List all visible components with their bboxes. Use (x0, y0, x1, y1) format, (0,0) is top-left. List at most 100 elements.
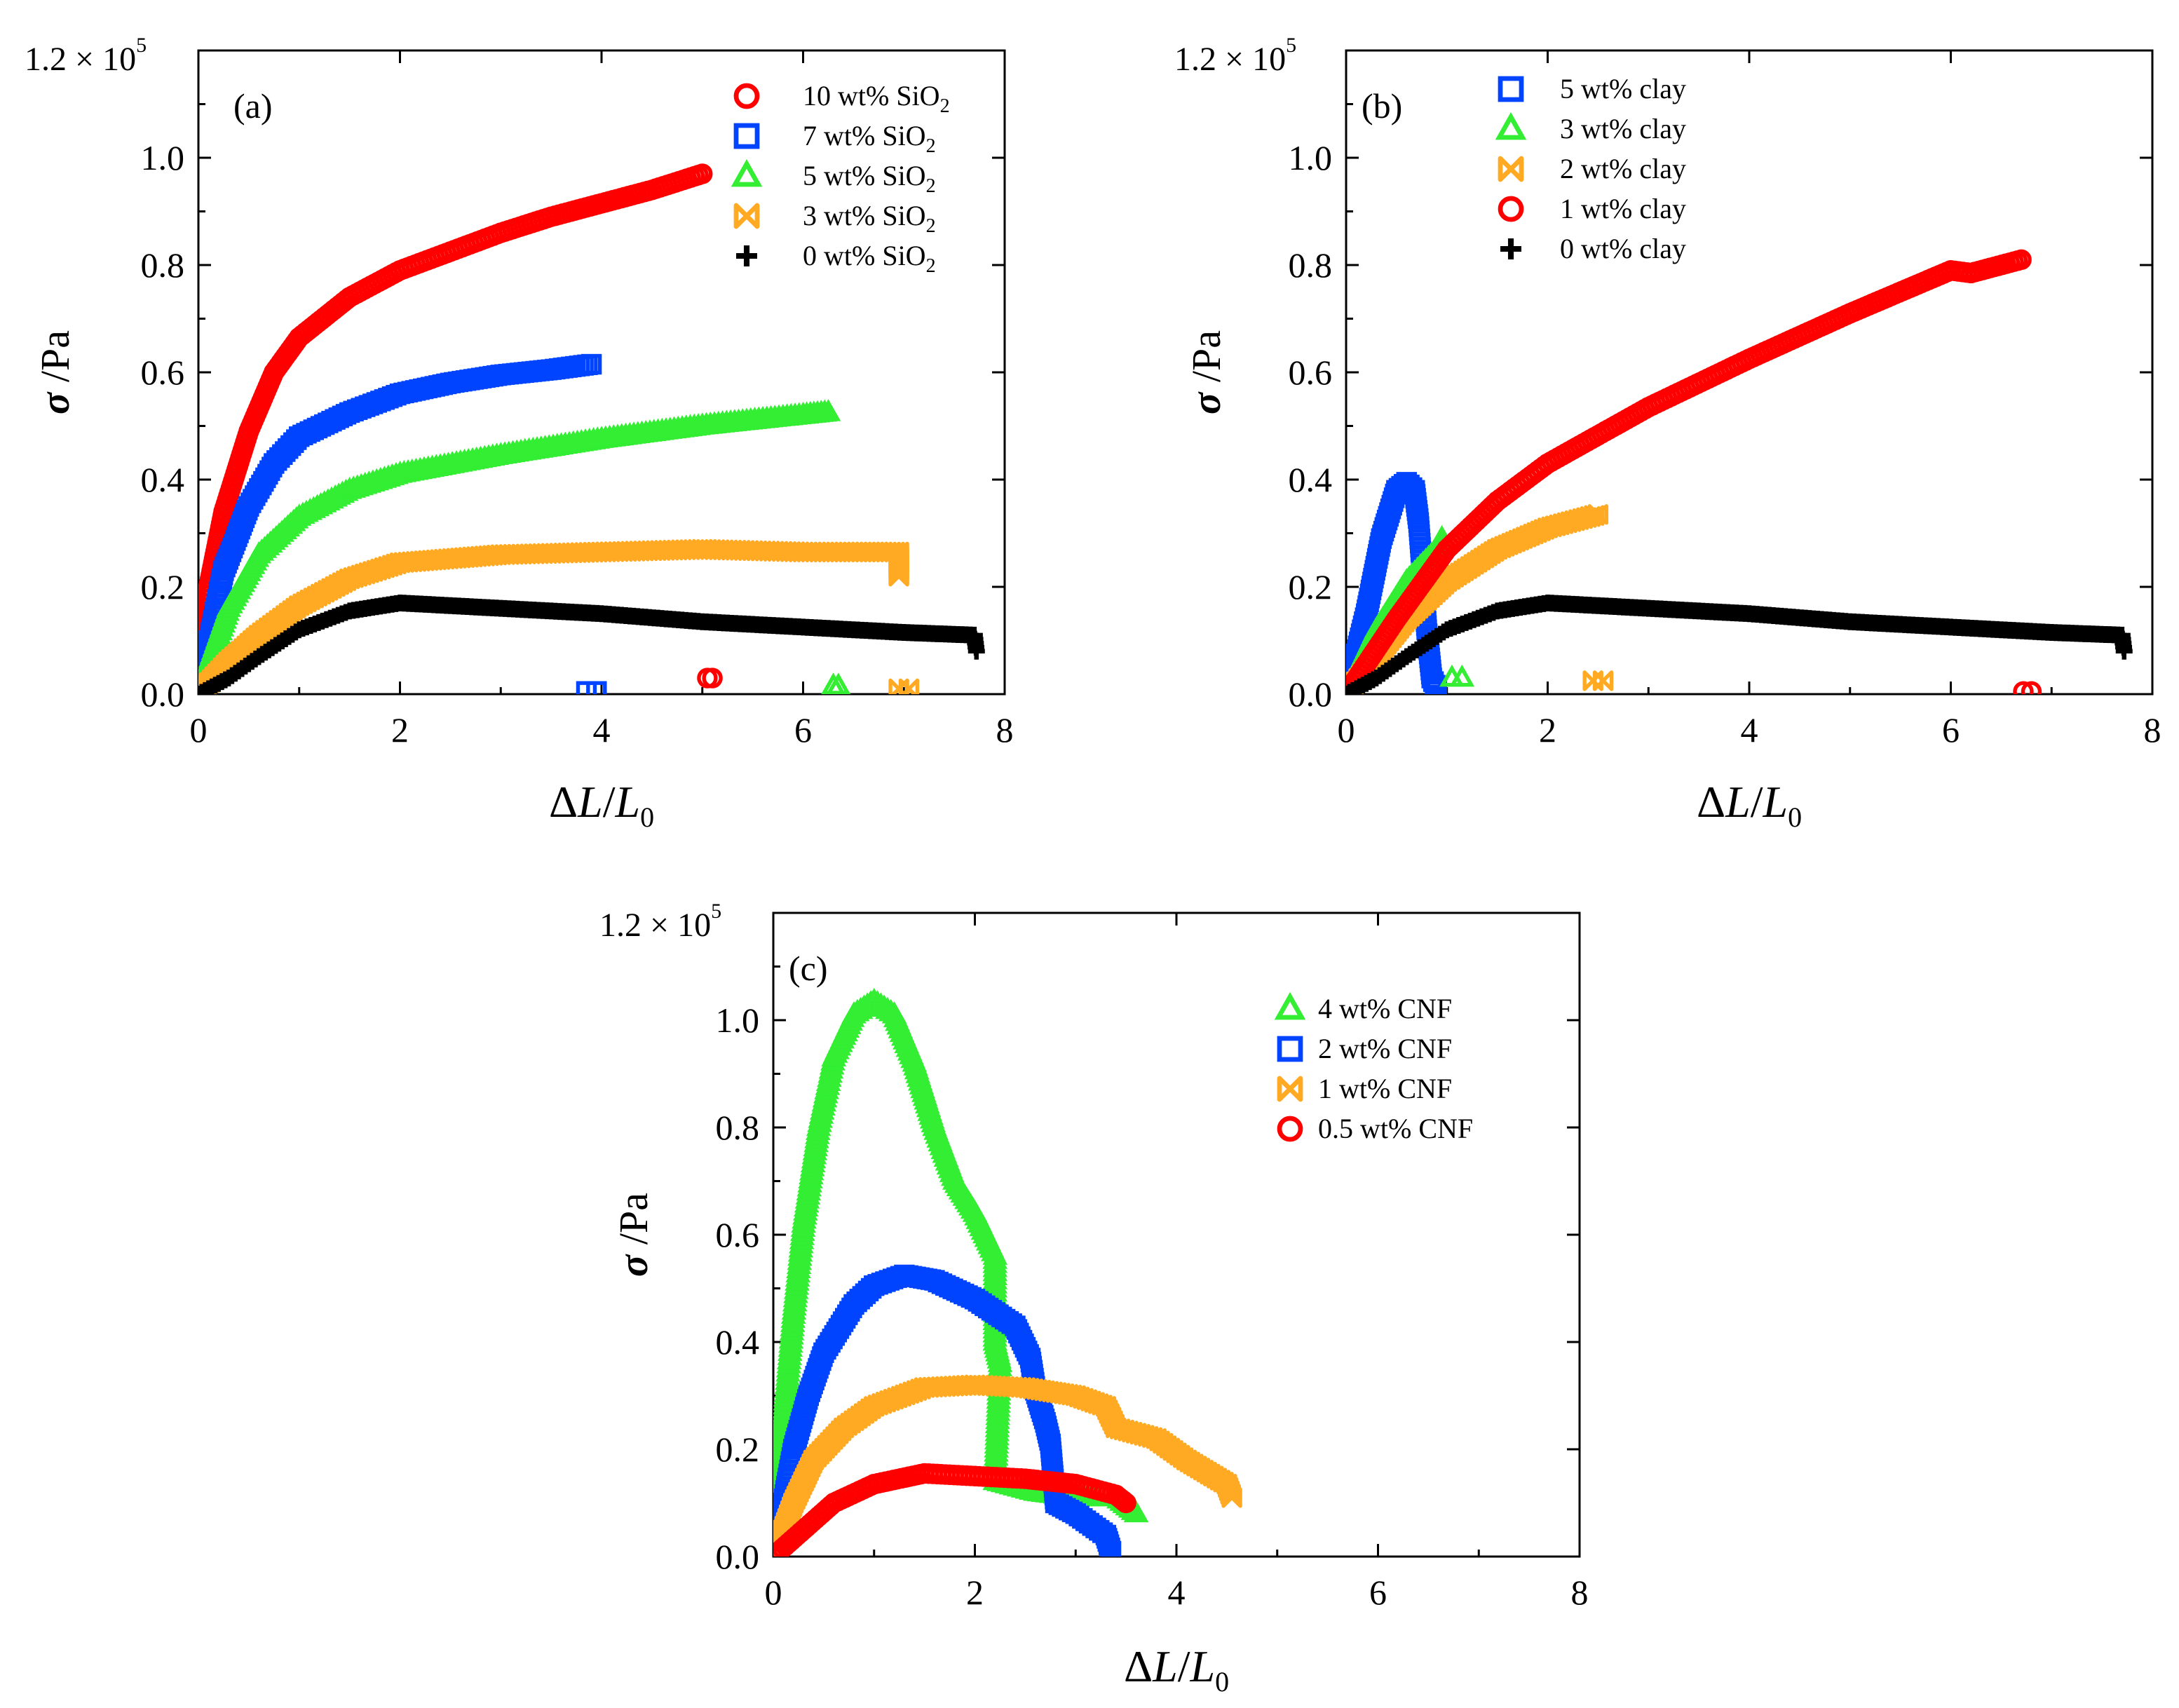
x-tick-label: 0 (765, 1573, 782, 1612)
legend-item-s0: 0 wt% SiO2 (736, 240, 936, 277)
legend-item-n4: 4 wt% CNF (1274, 991, 1452, 1024)
x-tick-label: 2 (1539, 710, 1556, 750)
x-tick-label: 6 (794, 710, 812, 750)
series-s0 (198, 594, 985, 694)
legend-item-s10: 10 wt% SiO2 (733, 80, 950, 117)
legend-marker (731, 158, 763, 187)
series-layer (773, 987, 1242, 1557)
legend-label: 7 wt% SiO2 (803, 120, 936, 157)
series-layer (198, 163, 985, 694)
legend-marker (733, 203, 760, 229)
y-tick-label: 0.8 (716, 1108, 760, 1147)
legend-item-c2: 2 wt% clay (1498, 153, 1686, 184)
y-tick-label: 1.0 (141, 138, 185, 177)
legend-marker (733, 83, 760, 109)
data-point (1123, 1500, 1149, 1523)
legend-marker (1498, 76, 1524, 102)
data-point (968, 642, 985, 660)
y-tick-label: 0.2 (716, 1430, 760, 1469)
legend-label: 2 wt% CNF (1318, 1033, 1452, 1064)
data-point (888, 566, 909, 587)
data-point (692, 163, 713, 184)
legend-label: 10 wt% SiO2 (803, 80, 950, 117)
legend-item-c0: 0 wt% clay (1500, 233, 1686, 264)
data-point (1221, 1487, 1242, 1508)
y-tick-label: 0.2 (141, 567, 185, 606)
x-tick-label: 6 (1369, 1573, 1387, 1612)
break-point (2013, 681, 2034, 694)
legend-marker (1498, 196, 1524, 222)
break-point (586, 681, 607, 694)
legend-item-s7: 7 wt% SiO2 (733, 120, 936, 157)
legend-item-c1: 1 wt% clay (1498, 193, 1686, 224)
data-point (815, 399, 841, 421)
data-point (2011, 249, 2032, 271)
y-tick-label: 0.0 (141, 675, 185, 714)
data-point (1426, 678, 1448, 694)
y-axis-title: σ /Pa (32, 330, 78, 414)
x-tick-label: 6 (1942, 710, 1960, 750)
x-tick-label: 4 (593, 710, 611, 750)
axis-ticks (1345, 50, 2154, 696)
legend-label: 0 wt% clay (1560, 233, 1686, 264)
panel-c: 0 2 4 6 8 0.0 0.2 0.4 0.6 0.8 1.0 1.2 × 105 (c) Δ… (599, 900, 1589, 1697)
legend-item-s5: 5 wt% SiO2 (731, 158, 936, 197)
panel-b: 0 2 4 6 8 0.0 0.2 0.4 0.6 0.8 1.0 1.2 × 105 (b) Δ… (1174, 34, 2161, 833)
panel-tag: (a) (233, 86, 273, 126)
plot-frame (1345, 49, 2154, 696)
x-tick-label: 8 (2144, 710, 2161, 750)
legend: 5 wt% clay 3 wt% clay 2 wt% clay 1 wt% clay… (1495, 73, 1686, 264)
legend-label: 1 wt% CNF (1318, 1073, 1452, 1104)
legend-marker (736, 245, 757, 266)
legend: 4 wt% CNF 2 wt% CNF 1 wt% CNF 0.5 wt% CNF (1274, 991, 1473, 1144)
data-point (1587, 504, 1609, 525)
y-tick-label: 0.2 (1289, 567, 1333, 606)
legend-item-n2: 2 wt% CNF (1277, 1033, 1452, 1064)
y-max-label: 1.2 × 105 (25, 34, 147, 78)
legend-label: 3 wt% clay (1560, 113, 1686, 144)
break-point (898, 678, 920, 694)
legend-item-n1: 1 wt% CNF (1277, 1073, 1452, 1104)
x-tick-labels: 0 2 4 6 8 (1338, 710, 2161, 750)
panel-a: 0 2 4 6 8 0.0 0.2 0.4 0.6 0.8 1.0 1.2 × 105 (a) Δ… (25, 34, 1014, 833)
y-tick-label: 0.4 (716, 1322, 760, 1362)
data-point (2115, 642, 2133, 660)
legend-label: 1 wt% clay (1560, 193, 1686, 224)
series-s10 (198, 163, 723, 694)
legend-marker (1277, 1116, 1303, 1142)
x-tick-labels: 0 2 4 6 8 (765, 1573, 1589, 1612)
legend-item-c5: 5 wt% clay (1498, 73, 1686, 104)
y-axis-title: σ /Pa (611, 1193, 656, 1277)
legend-label: 0.5 wt% CNF (1318, 1113, 1473, 1144)
legend-item-n05: 0.5 wt% CNF (1277, 1113, 1473, 1144)
legend-marker (1274, 991, 1306, 1020)
data-point (1115, 1492, 1136, 1514)
axis-ticks (772, 913, 1581, 1558)
x-tick-label: 4 (1741, 710, 1758, 750)
y-tick-label: 0.8 (141, 245, 185, 285)
y-tick-label: 0.6 (1289, 353, 1333, 392)
legend-label: 3 wt% SiO2 (803, 200, 936, 237)
x-tick-label: 2 (391, 710, 409, 750)
x-tick-label: 0 (1338, 710, 1355, 750)
x-axis-title: ΔL/L0 (1697, 777, 1802, 833)
legend-label: 0 wt% SiO2 (803, 240, 936, 277)
legend-label: 5 wt% SiO2 (803, 160, 936, 197)
y-tick-labels: 0.0 0.2 0.4 0.6 0.8 1.0 (141, 138, 185, 714)
y-tick-label: 0.8 (1289, 245, 1333, 285)
data-point (581, 353, 602, 375)
x-axis-title: ΔL/L0 (549, 777, 654, 833)
x-axis-title: ΔL/L0 (1124, 1641, 1229, 1697)
data-point (1100, 1540, 1122, 1557)
y-tick-label: 0.6 (716, 1215, 760, 1254)
break-point (1592, 670, 1614, 691)
break-point (826, 672, 851, 694)
x-tick-label: 8 (1571, 1573, 1589, 1612)
panel-tag: (c) (789, 949, 828, 988)
x-tick-label: 0 (190, 710, 208, 750)
legend-item-s3: 3 wt% SiO2 (733, 200, 936, 237)
series-s3 (198, 538, 920, 694)
y-tick-label: 1.0 (1289, 138, 1333, 177)
